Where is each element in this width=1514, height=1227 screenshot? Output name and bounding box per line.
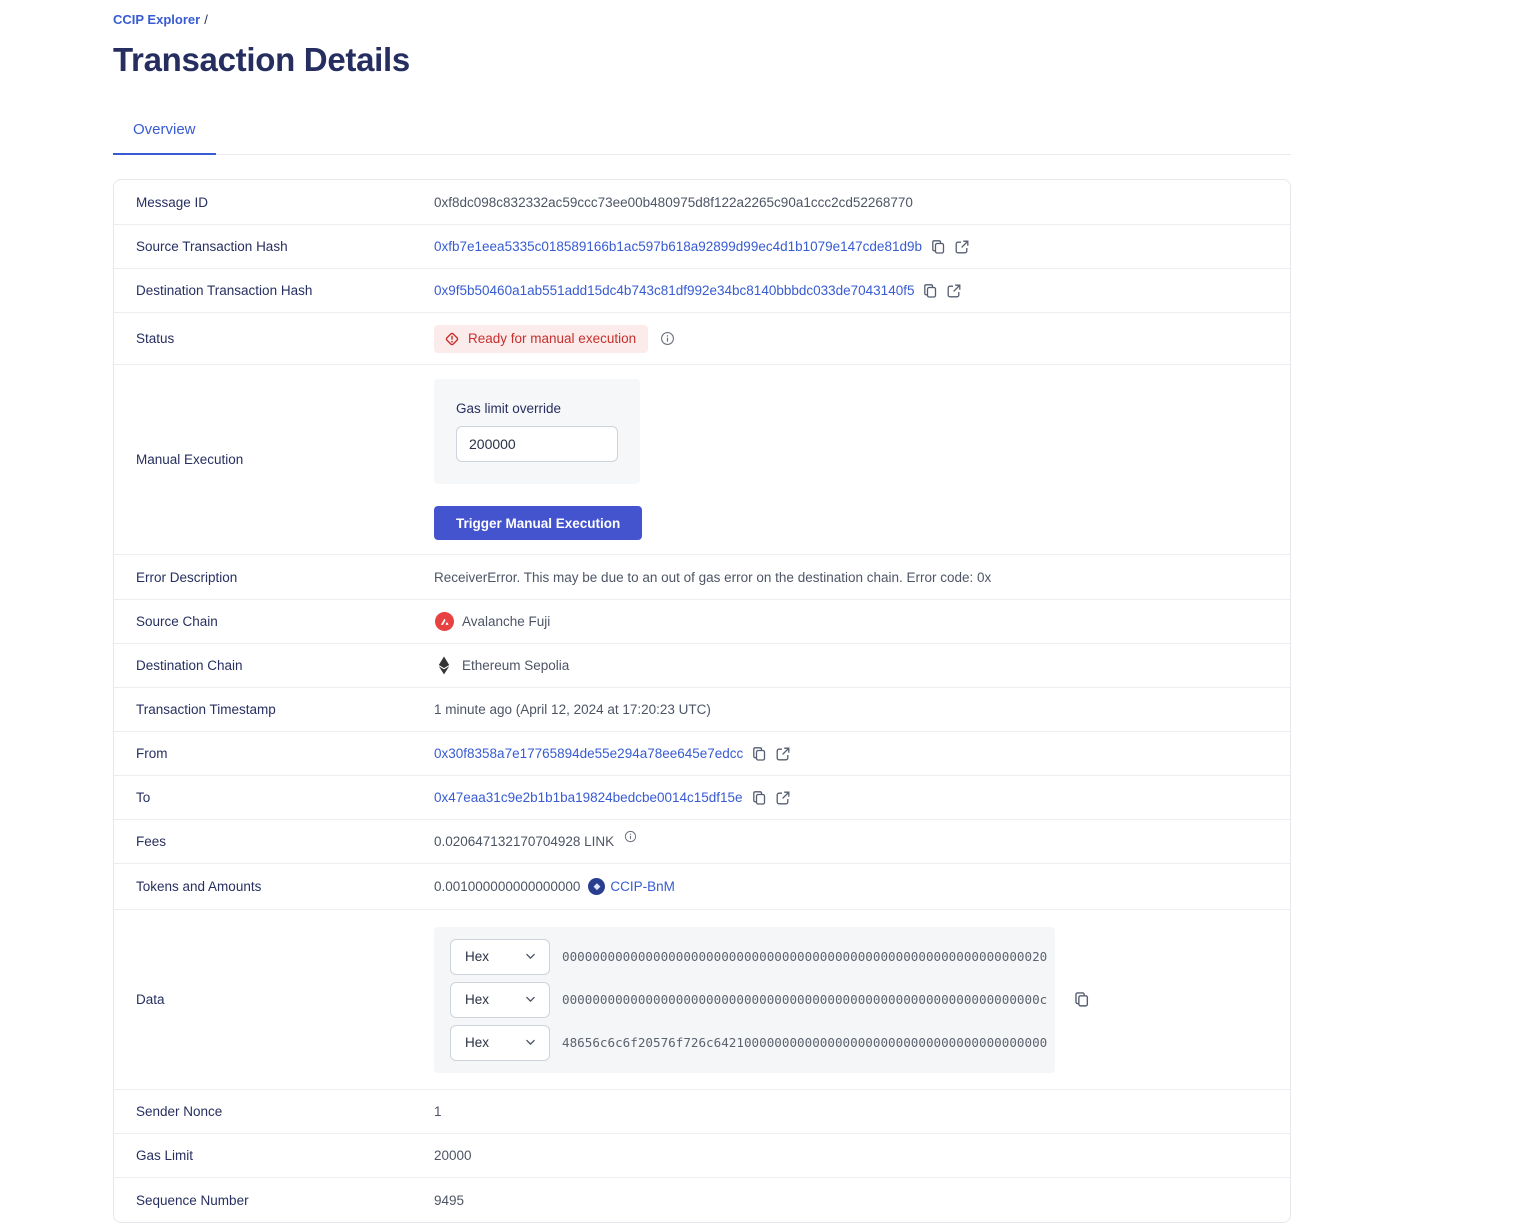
- data-format-select[interactable]: Hex: [450, 1024, 550, 1061]
- token-link[interactable]: CCIP-BnM: [610, 879, 675, 894]
- transaction-timestamp-label: Transaction Timestamp: [136, 702, 276, 717]
- gas-limit-override-input[interactable]: [456, 426, 618, 462]
- data-hex-value: 0000000000000000000000000000000000000000…: [562, 949, 1048, 964]
- row-status: Status Ready for manual execution: [114, 312, 1290, 364]
- source-transaction-hash-link[interactable]: 0xfb7e1eea5335c018589166b1ac597b618a9289…: [434, 239, 922, 254]
- destination-transaction-hash-link[interactable]: 0x9f5b50460a1ab551add15dc4b743c81df992e3…: [434, 283, 915, 298]
- info-icon[interactable]: [660, 331, 675, 346]
- data-hex-value: 48656c6c6f20576f726c64210000000000000000…: [562, 1035, 1048, 1050]
- data-line: Hex 48656c6c6f20576f726c6421000000000000…: [450, 1024, 1047, 1061]
- fees-label: Fees: [136, 834, 167, 849]
- tab-bar: Overview: [113, 121, 1291, 155]
- fees-value: 0.020647132170704928 LINK: [434, 834, 615, 849]
- row-tokens-and-amounts: Tokens and Amounts 0.001000000000000000 …: [114, 863, 1290, 909]
- row-gas-limit: Gas Limit 20000: [114, 1133, 1290, 1177]
- ethereum-chain-icon: [434, 656, 454, 676]
- chevron-down-icon: [524, 993, 537, 1006]
- transaction-details-card: Message ID 0xf8dc098c832332ac59ccc73ee00…: [113, 179, 1291, 1223]
- copy-icon[interactable]: [930, 239, 946, 255]
- copy-icon[interactable]: [751, 746, 767, 762]
- destination-transaction-hash-label: Destination Transaction Hash: [136, 283, 313, 298]
- ccip-bnm-token-icon: ◆: [588, 878, 606, 895]
- row-sender-nonce: Sender Nonce 1: [114, 1089, 1290, 1133]
- chevron-down-icon: [524, 1036, 537, 1049]
- sender-nonce-value: 1: [434, 1104, 442, 1119]
- data-label: Data: [136, 992, 165, 1007]
- status-label: Status: [136, 331, 175, 346]
- sender-nonce-label: Sender Nonce: [136, 1104, 223, 1119]
- copy-icon[interactable]: [751, 790, 767, 806]
- data-hex-value: 0000000000000000000000000000000000000000…: [562, 992, 1048, 1007]
- alert-diamond-icon: [444, 331, 460, 347]
- destination-chain-value: Ethereum Sepolia: [462, 658, 570, 673]
- external-link-icon[interactable]: [775, 790, 791, 806]
- row-message-id: Message ID 0xf8dc098c832332ac59ccc73ee00…: [114, 180, 1290, 224]
- gas-limit-label: Gas Limit: [136, 1148, 194, 1163]
- sequence-number-label: Sequence Number: [136, 1192, 249, 1208]
- to-label: To: [136, 790, 151, 805]
- source-transaction-hash-label: Source Transaction Hash: [136, 239, 288, 254]
- gas-limit-value: 20000: [434, 1148, 472, 1163]
- row-destination-chain: Destination Chain Ethereum Sepolia: [114, 643, 1290, 687]
- external-link-icon[interactable]: [954, 239, 970, 255]
- error-description-label: Error Description: [136, 569, 238, 585]
- status-badge-text: Ready for manual execution: [468, 331, 637, 346]
- from-label: From: [136, 746, 168, 761]
- copy-icon[interactable]: [922, 283, 938, 299]
- chevron-down-icon: [524, 950, 537, 963]
- info-icon[interactable]: [624, 830, 637, 843]
- copy-icon[interactable]: [1073, 991, 1090, 1008]
- page-title: Transaction Details: [113, 41, 410, 78]
- data-format-select-value: Hex: [465, 949, 490, 964]
- gas-limit-override-panel: Gas limit override: [434, 379, 640, 484]
- external-link-icon[interactable]: [775, 746, 791, 762]
- data-line: Hex 000000000000000000000000000000000000…: [450, 981, 1047, 1018]
- trigger-manual-execution-button[interactable]: Trigger Manual Execution: [434, 506, 643, 540]
- row-transaction-timestamp: Transaction Timestamp 1 minute ago (Apri…: [114, 687, 1290, 731]
- data-format-select[interactable]: Hex: [450, 981, 550, 1018]
- destination-chain-label: Destination Chain: [136, 658, 243, 673]
- data-panel: Hex 000000000000000000000000000000000000…: [434, 926, 1055, 1073]
- error-description-value: ReceiverError. This may be due to an out…: [434, 569, 992, 585]
- source-chain-label: Source Chain: [136, 614, 218, 629]
- row-sequence-number: Sequence Number 9495: [114, 1177, 1290, 1222]
- breadcrumb-separator: /: [204, 12, 208, 27]
- row-fees: Fees 0.020647132170704928 LINK: [114, 819, 1290, 863]
- row-source-chain: Source Chain Avalanche Fuji: [114, 599, 1290, 643]
- row-to: To 0x47eaa31c9e2b1b1ba19824bedcbe0014c15…: [114, 775, 1290, 819]
- data-format-select[interactable]: Hex: [450, 938, 550, 975]
- data-format-select-value: Hex: [465, 992, 490, 1007]
- token-amount-value: 0.001000000000000000: [434, 879, 581, 894]
- source-chain-value: Avalanche Fuji: [462, 614, 551, 629]
- message-id-value: 0xf8dc098c832332ac59ccc73ee00b480975d8f1…: [434, 194, 913, 210]
- row-data: Data Hex 0000000000000000000000000000000…: [114, 909, 1290, 1089]
- breadcrumb: CCIP Explorer /: [113, 12, 1291, 27]
- transaction-timestamp-value: 1 minute ago (April 12, 2024 at 17:20:23…: [434, 702, 711, 717]
- to-address-link[interactable]: 0x47eaa31c9e2b1b1ba19824bedcbe0014c15df1…: [434, 790, 743, 805]
- row-manual-execution: Manual Execution Gas limit override Trig…: [114, 364, 1290, 554]
- tokens-and-amounts-label: Tokens and Amounts: [136, 879, 262, 894]
- transaction-details-page: CCIP Explorer / Transaction Details Overv…: [113, 12, 1291, 1223]
- data-format-select-value: Hex: [465, 1035, 490, 1050]
- external-link-icon[interactable]: [946, 283, 962, 299]
- breadcrumb-ccip-explorer-link[interactable]: CCIP Explorer: [113, 12, 201, 27]
- sequence-number-value: 9495: [434, 1192, 465, 1208]
- row-from: From 0x30f8358a7e17765894de55e294a78ee64…: [114, 731, 1290, 775]
- data-line: Hex 000000000000000000000000000000000000…: [450, 938, 1047, 975]
- gas-limit-override-label: Gas limit override: [456, 401, 562, 416]
- from-address-link[interactable]: 0x30f8358a7e17765894de55e294a78ee645e7ed…: [434, 746, 744, 761]
- status-badge: Ready for manual execution: [434, 324, 649, 353]
- manual-execution-label: Manual Execution: [136, 452, 244, 467]
- row-destination-transaction-hash: Destination Transaction Hash 0x9f5b50460…: [114, 268, 1290, 312]
- row-source-transaction-hash: Source Transaction Hash 0xfb7e1eea5335c0…: [114, 224, 1290, 268]
- message-id-label: Message ID: [136, 194, 209, 210]
- row-error-description: Error Description ReceiverError. This ma…: [114, 554, 1290, 599]
- tab-overview[interactable]: Overview: [113, 121, 216, 155]
- avalanche-chain-icon: [434, 612, 454, 632]
